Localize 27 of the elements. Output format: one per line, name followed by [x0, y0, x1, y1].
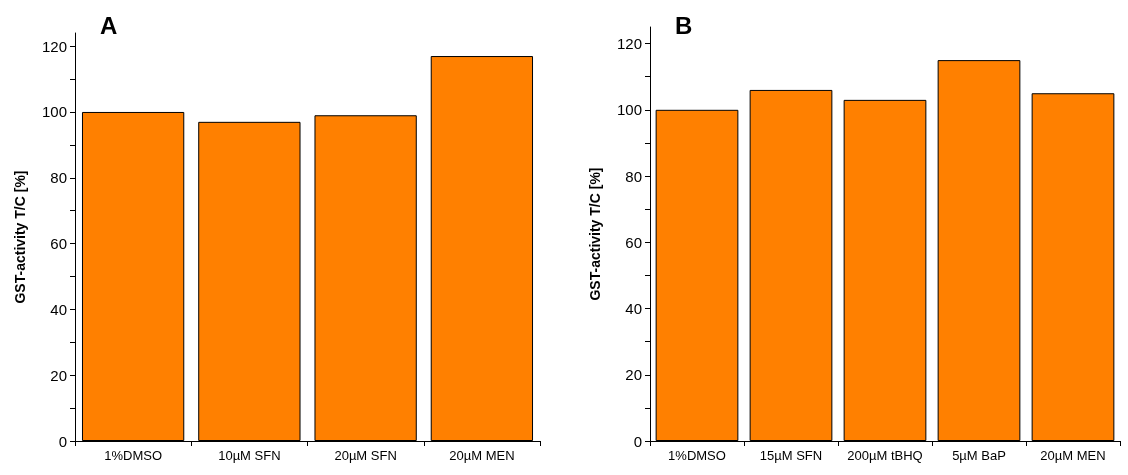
y-tick-label: 100	[41, 103, 67, 121]
y-tick-label: 120	[616, 35, 642, 53]
y-tick-label: 60	[625, 233, 642, 251]
x-tick-label: 1%DMSO	[668, 448, 726, 463]
y-axis-title: GST-activity T/C [%]	[12, 170, 28, 304]
y-tick-label: 60	[50, 235, 67, 253]
x-tick-label: 20µM MEN	[449, 448, 515, 463]
y-tick-label: 120	[41, 37, 67, 55]
chart-title: B	[675, 11, 693, 39]
y-tick-label: 0	[58, 432, 67, 450]
x-tick-label: 10µM SFN	[218, 448, 281, 463]
x-tick-label: 200µM tBHQ	[847, 448, 923, 463]
x-tick-label: 5µM BaP	[952, 448, 1006, 463]
x-tick-label: 20µM MEN	[1040, 448, 1106, 463]
y-tick-label: 40	[50, 300, 67, 318]
chart-title: A	[100, 11, 118, 39]
y-axis-title: GST-activity T/C [%]	[587, 167, 603, 301]
y-tick-label: 80	[625, 167, 642, 185]
y-tick-label: 80	[50, 169, 67, 187]
y-tick-label: 40	[625, 300, 642, 318]
x-tick-label: 20µM SFN	[334, 448, 397, 463]
y-tick-label: 0	[633, 432, 642, 450]
y-tick-label: 100	[616, 101, 642, 119]
x-tick-label: 1%DMSO	[104, 448, 163, 463]
y-tick-label: 20	[625, 366, 642, 384]
x-tick-label: 15µM SFN	[759, 448, 823, 463]
y-tick-label: 20	[50, 366, 67, 384]
